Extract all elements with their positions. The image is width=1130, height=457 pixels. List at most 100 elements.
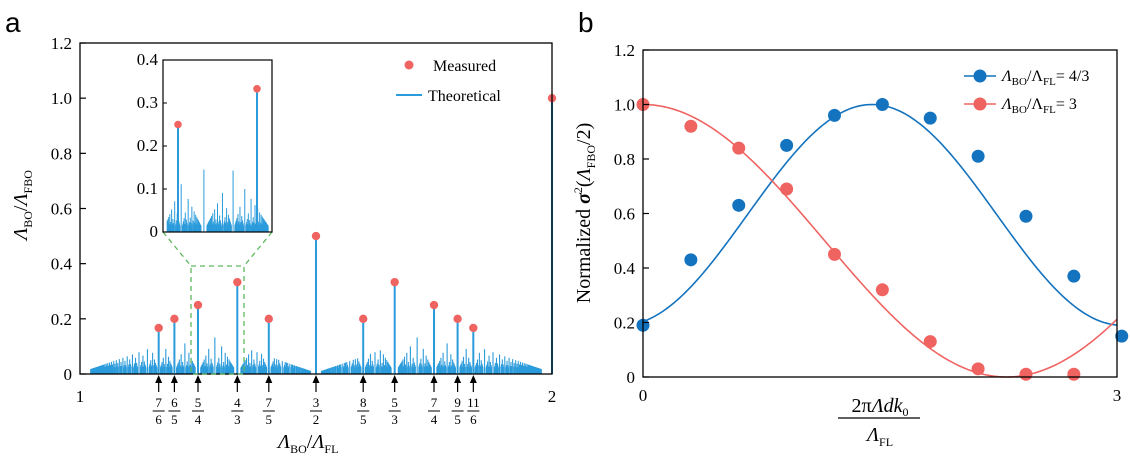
measured-point: [170, 314, 179, 324]
measured-point: [453, 314, 462, 324]
panel-a-y-ticks: 0 0.2 0.4 0.6 0.8 1.0 1.2: [51, 34, 86, 384]
fraction-arrow-head: [233, 375, 241, 383]
fraction-denominator: 3: [391, 412, 398, 427]
fraction-arrow-head: [155, 375, 163, 383]
fraction-arrow-head: [359, 375, 367, 383]
point-3: [780, 182, 794, 196]
fraction-arrow-head: [194, 375, 202, 383]
fraction-denominator: 4: [195, 412, 202, 427]
measured-point: [154, 323, 163, 333]
point-4-3: [780, 138, 794, 152]
y-tick-label: 1.0: [51, 89, 72, 108]
fraction-denominator: 4: [431, 412, 438, 427]
theoretical-spectrum: [90, 337, 542, 374]
point-3: [923, 335, 937, 349]
panel-b-legend: ΛBO/ΛFL= 4/3 ΛBO/ΛFL= 3: [964, 68, 1089, 116]
y-tick-label: 0.6: [51, 200, 72, 219]
y-tick-label: 0.8: [51, 144, 72, 163]
inset-y-tick-label: 0.2: [137, 136, 158, 155]
x-tick-label: 2: [548, 387, 557, 406]
svg-text:ΛFL: ΛFL: [865, 424, 893, 449]
measured-point: [390, 277, 399, 287]
inset-y-ticks: 0 0.1 0.2 0.3 0.4: [137, 50, 167, 241]
inset-points: [174, 85, 261, 232]
fraction-numerator: 7: [266, 395, 273, 410]
x-tick-label: 1: [76, 387, 85, 406]
inset-spectrum: [166, 169, 269, 232]
inset-y-tick-label: 0.4: [137, 50, 159, 69]
inset-y-tick-label: 0: [150, 222, 159, 241]
point-3: [971, 362, 985, 376]
zoom-connector-right: [243, 231, 273, 267]
panel-b-ylabel: Normalized σ2(ΛFBO/2): [571, 123, 598, 304]
point-3: [684, 119, 698, 133]
inset-chart: 0 0.1 0.2 0.3 0.4: [137, 50, 273, 241]
point-4-3: [971, 149, 985, 163]
point-4-3: [1067, 269, 1081, 283]
svg-text:2πΛdk0: 2πΛdk0: [851, 395, 908, 419]
panel-b-label: b: [578, 7, 594, 38]
measured-point: [264, 314, 273, 324]
panel-a-label: a: [5, 7, 21, 38]
fraction-numerator: 6: [171, 395, 178, 410]
fraction-denominator: 6: [470, 412, 477, 427]
fraction-arrow-head: [454, 375, 462, 383]
inset-point: [253, 85, 261, 93]
panel-b-y-ticks: 0 0.2 0.4 0.6 0.8 1.0 1.2: [614, 41, 649, 387]
point-4-3: [923, 111, 937, 125]
fraction-denominator: 5: [171, 412, 178, 427]
fraction-denominator: 5: [454, 412, 461, 427]
point-3: [1019, 367, 1033, 381]
point-3: [1067, 367, 1081, 381]
measured-point: [193, 300, 203, 310]
fraction-numerator: 5: [195, 395, 202, 410]
y-tick-label-b: 0.2: [614, 314, 635, 333]
y-tick-label-b: 0.4: [614, 259, 636, 278]
y-tick-label-b: 0.6: [614, 205, 635, 224]
fit-curve-3: [642, 103, 1118, 378]
panel-a-xlabel: ΛBO/ΛFL: [276, 431, 338, 456]
inset-y-tick-label: 0.1: [137, 179, 158, 198]
point-3: [827, 247, 841, 261]
legend-measured-label: Measured: [433, 58, 496, 75]
point-3: [732, 141, 746, 155]
point-4-3: [1019, 209, 1033, 223]
measured-point: [359, 314, 368, 324]
panel-a-ylabel: ΛBO/ΛFBO: [10, 170, 35, 242]
panel-b-xlabel: 2πΛdk0 ΛFL: [838, 395, 920, 449]
fraction-numerator: 7: [155, 395, 162, 410]
zoom-connector-left: [162, 231, 192, 267]
point-4-3: [1115, 329, 1129, 343]
svg-text:ΛBO/ΛFBO: ΛBO/ΛFBO: [10, 170, 35, 242]
y-tick-label-b: 0.8: [614, 150, 635, 169]
fraction-denominator: 2: [313, 412, 320, 427]
fraction-numerator: 4: [234, 395, 241, 410]
fraction-arrow-head: [391, 375, 399, 383]
y-tick-label: 0.2: [51, 310, 72, 329]
fraction-arrow-head: [312, 375, 320, 383]
measured-point: [233, 277, 242, 287]
panel-a-legend: Measured Theoretical: [396, 58, 501, 105]
x-tick-label-b: 3: [1113, 386, 1122, 405]
fraction-arrow-head: [170, 375, 178, 383]
measured-point: [311, 231, 321, 241]
measured-points-b: [636, 98, 1129, 381]
y-tick-label-b: 1.0: [614, 96, 635, 115]
fraction-denominator: 3: [234, 412, 241, 427]
legend-3-label: ΛBO/ΛFL= 3: [1000, 96, 1077, 116]
legend-measured-marker: [404, 60, 414, 70]
fraction-denominator: 5: [266, 412, 273, 427]
fraction-numerator: 7: [431, 395, 438, 410]
legend-43-marker: [973, 69, 987, 83]
y-tick-label: 1.2: [51, 34, 72, 53]
x-tick-label-b: 0: [639, 386, 648, 405]
y-tick-label: 0: [64, 365, 73, 384]
measured-point: [469, 323, 478, 333]
fraction-denominator: 6: [155, 412, 162, 427]
inset-point: [174, 120, 182, 129]
fraction-arrow-head: [265, 375, 273, 383]
